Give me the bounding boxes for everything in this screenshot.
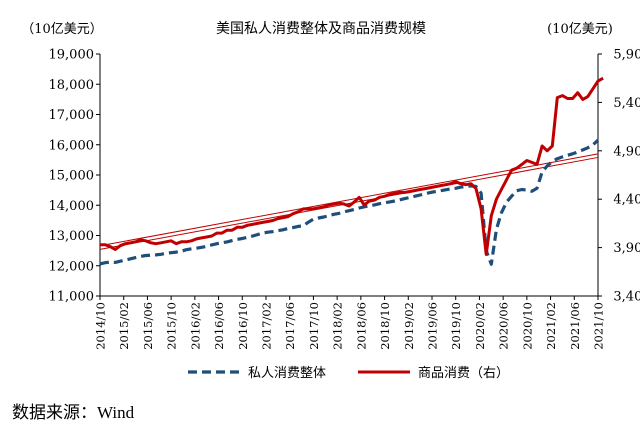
x-tick-label: 2015/10 — [165, 302, 179, 350]
y-left-tick-label: 18,000 — [49, 78, 95, 93]
chart-title: 美国私人消费整体及商品消费规模 — [216, 21, 426, 37]
x-tick-label: 2017/06 — [283, 302, 297, 350]
x-tick-label: 2021/02 — [544, 302, 558, 350]
legend-label: 私人消费整体 — [248, 366, 326, 381]
source-note: 数据来源：Wind — [12, 403, 135, 422]
x-tick-label: 2015/06 — [141, 302, 155, 350]
x-tick-label: 2018/02 — [331, 302, 345, 350]
y-right-tick-label: 3,400 — [613, 290, 640, 305]
y-axis-left-unit: （10亿美元） — [21, 22, 103, 37]
x-tick-label: 2017/02 — [260, 302, 274, 350]
x-tick-label: 2020/06 — [497, 302, 511, 350]
axes-group — [99, 54, 599, 297]
legend-label: 商品消费（右） — [418, 366, 509, 381]
x-tick-label: 2014/10 — [94, 302, 108, 350]
y-axis-right-ticks: 3,400 3,900 4,400 4,900 5,400 5,900 — [598, 48, 640, 305]
y-left-tick-label: 15,000 — [49, 169, 95, 184]
y-right-tick-label: 4,400 — [613, 193, 640, 208]
y-axis-right-unit: (10亿美元) — [547, 22, 613, 37]
legend: 私人消费整体 商品消费（右） — [188, 366, 509, 381]
y-left-tick-label: 12,000 — [49, 259, 95, 274]
y-right-tick-label: 5,900 — [613, 48, 640, 63]
y-left-tick-label: 11,000 — [49, 290, 95, 305]
x-tick-label: 2019/06 — [426, 302, 440, 350]
trend-line-lower — [99, 156, 599, 250]
series-line-goods-consumption — [100, 76, 604, 256]
y-left-tick-label: 14,000 — [49, 199, 95, 214]
x-tick-label: 2018/06 — [354, 302, 368, 350]
y-right-tick-label: 5,400 — [613, 96, 640, 111]
x-tick-label: 2019/10 — [449, 302, 463, 350]
y-left-tick-label: 19,000 — [49, 48, 95, 63]
y-left-tick-label: 13,000 — [49, 229, 95, 244]
y-left-tick-label: 16,000 — [49, 138, 95, 153]
y-right-tick-label: 4,900 — [613, 144, 640, 159]
x-tick-label: 2021/06 — [568, 302, 582, 350]
x-tick-label: 2020/02 — [473, 302, 487, 350]
x-tick-label: 2016/06 — [212, 302, 226, 350]
y-axis-left-ticks: 11,000 12,000 13,000 14,000 15,000 16,000 17,0… — [49, 48, 100, 305]
x-axis-ticks: 2014/10 2015/02 2015/06 2015/10 2016/02 2016/… — [94, 296, 606, 350]
series-line-private-consumption — [99, 139, 600, 266]
chart-title-group: 美国私人消费整体及商品消费规模 （10亿美元） (10亿美元) — [21, 21, 613, 37]
x-tick-label: 2020/10 — [520, 302, 534, 350]
x-tick-label: 2017/10 — [307, 302, 321, 350]
x-tick-label: 2019/02 — [402, 302, 416, 350]
x-tick-label: 2018/10 — [378, 302, 392, 350]
y-left-tick-label: 17,000 — [49, 108, 95, 123]
x-tick-label: 2016/02 — [188, 302, 202, 350]
y-right-tick-label: 3,900 — [613, 241, 640, 256]
series-layer — [99, 76, 604, 266]
x-tick-label: 2016/10 — [236, 302, 250, 350]
x-tick-label: 2015/02 — [117, 302, 131, 350]
trend-line-upper — [99, 153, 599, 247]
x-tick-label: 2021/10 — [592, 302, 606, 350]
